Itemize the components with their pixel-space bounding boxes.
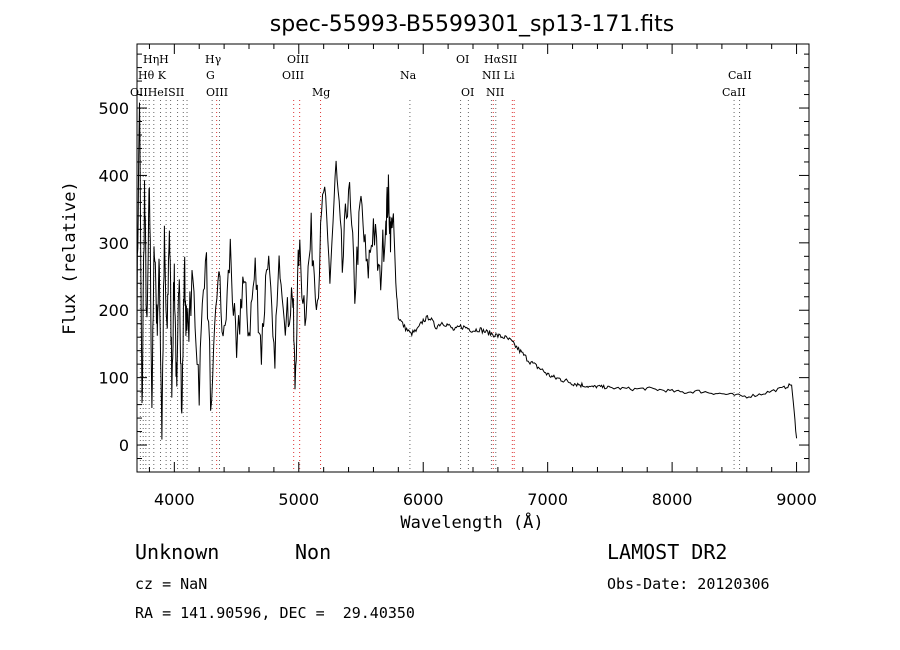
emission-line-markers	[139, 100, 741, 472]
line-label-row1-e: HαSII	[484, 53, 517, 66]
line-label-row2-e: NII Li	[482, 69, 515, 82]
line-label-row3-d: OI	[461, 86, 474, 99]
redshift-cz: cz = NaN	[135, 575, 208, 593]
line-label-row1-d: OI	[456, 53, 469, 66]
x-axis-label: Wavelength (Å)	[400, 511, 543, 533]
emission-line-labels: HηH Hγ OIII OI HαSII Hθ K G OIII Na NII …	[130, 53, 752, 99]
line-label-row3-a: OIIHeISII	[130, 86, 184, 99]
line-label-row1-a: HηH	[143, 53, 169, 66]
object-subclass: Non	[295, 540, 332, 564]
y-tick-label: 300	[98, 234, 129, 253]
x-tick-label: 6000	[403, 490, 444, 509]
y-tick-label: 200	[98, 301, 129, 320]
chart-title: spec-55993-B5599301_sp13-171.fits	[270, 12, 675, 37]
x-tick-label: 9000	[776, 490, 817, 509]
ra-dec: RA = 141.90596, DEC = 29.40350	[135, 604, 415, 622]
line-label-row2-d: Na	[400, 69, 417, 82]
plot-frame	[136, 43, 810, 473]
y-tick-label: 400	[98, 166, 129, 185]
line-label-row1-b: Hγ	[205, 53, 222, 66]
line-label-row2-b: G	[206, 69, 215, 82]
x-tick-label: 5000	[278, 490, 319, 509]
line-label-row2-f: CaII	[728, 69, 752, 82]
line-label-row2-c: OIII	[282, 69, 304, 82]
x-tick-label: 8000	[652, 490, 693, 509]
x-tick-label: 7000	[527, 490, 568, 509]
line-label-row1-c: OIII	[287, 53, 309, 66]
line-label-row3-f: CaII	[722, 86, 746, 99]
axis-ticks: 4000 5000 6000 7000 8000 9000 0 100 200 300 400 500	[98, 44, 817, 509]
line-label-row3-e: NII	[486, 86, 504, 99]
line-label-row3-c: Mg	[312, 86, 330, 99]
x-tick-label: 4000	[154, 490, 195, 509]
spectrum-line	[136, 102, 798, 440]
y-tick-label: 100	[98, 369, 129, 388]
y-tick-label: 500	[98, 99, 129, 118]
object-class: Unknown	[135, 540, 220, 564]
line-label-row3-b: OIII	[206, 86, 228, 99]
obs-date: Obs-Date: 20120306	[607, 575, 770, 593]
survey-name: LAMOST DR2	[607, 540, 728, 564]
line-label-row2-a: Hθ K	[138, 69, 167, 82]
y-tick-label: 0	[119, 436, 129, 455]
y-axis-label: Flux (relative)	[60, 181, 80, 335]
